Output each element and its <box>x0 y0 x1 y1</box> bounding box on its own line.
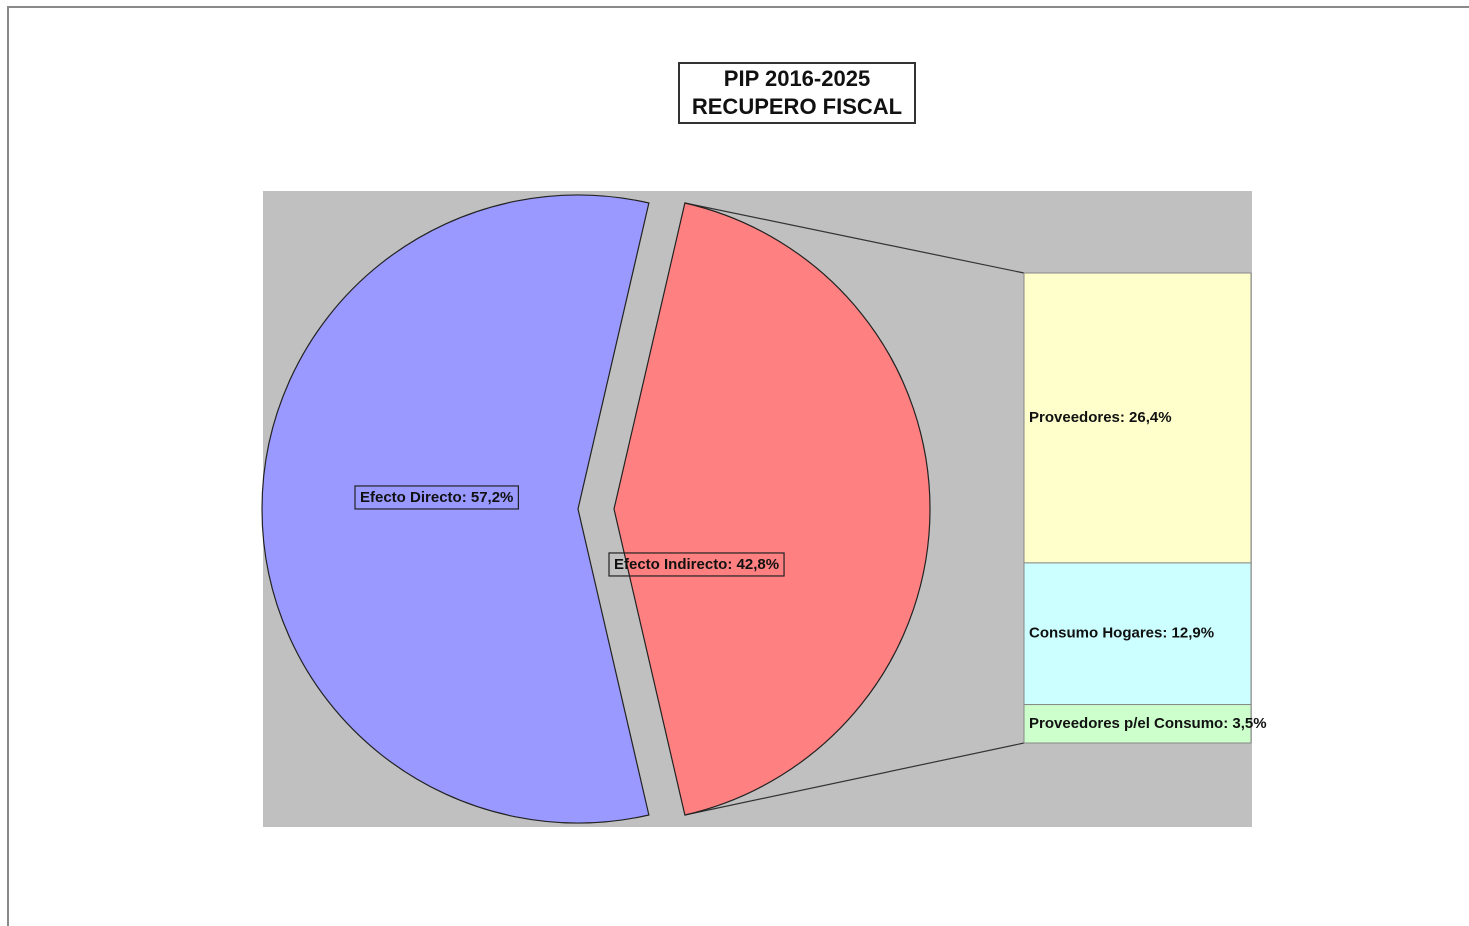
label-consumo-hogares: Consumo Hogares: 12,9% <box>1029 625 1214 642</box>
label-proveedores: Proveedores: 26,4% <box>1029 409 1172 426</box>
label-efecto-indirecto: Efecto Indirecto: 42,8% <box>614 556 779 573</box>
label-efecto-directo: Efecto Directo: 57,2% <box>360 489 513 506</box>
label-efecto-directo-group: Efecto Directo: 57,2% <box>355 486 518 509</box>
label-proveedores-consumo: Proveedores p/el Consumo: 3,5% <box>1029 715 1267 732</box>
label-efecto-indirecto-group: Efecto Indirecto: 42,8% <box>609 553 784 576</box>
